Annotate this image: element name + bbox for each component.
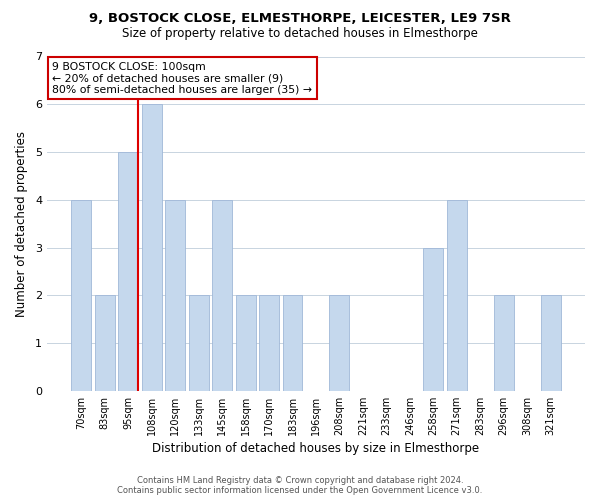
Bar bbox=[142, 104, 162, 391]
Bar bbox=[212, 200, 232, 391]
Bar bbox=[165, 200, 185, 391]
Bar bbox=[259, 296, 279, 391]
Bar bbox=[447, 200, 467, 391]
Text: 9, BOSTOCK CLOSE, ELMESTHORPE, LEICESTER, LE9 7SR: 9, BOSTOCK CLOSE, ELMESTHORPE, LEICESTER… bbox=[89, 12, 511, 26]
Bar bbox=[494, 296, 514, 391]
Bar bbox=[71, 200, 91, 391]
Text: Contains HM Land Registry data © Crown copyright and database right 2024.
Contai: Contains HM Land Registry data © Crown c… bbox=[118, 476, 482, 495]
Bar bbox=[283, 296, 302, 391]
Bar bbox=[95, 296, 115, 391]
Bar bbox=[188, 296, 209, 391]
Text: 9 BOSTOCK CLOSE: 100sqm
← 20% of detached houses are smaller (9)
80% of semi-det: 9 BOSTOCK CLOSE: 100sqm ← 20% of detache… bbox=[52, 62, 313, 94]
Bar bbox=[329, 296, 349, 391]
Text: Size of property relative to detached houses in Elmesthorpe: Size of property relative to detached ho… bbox=[122, 28, 478, 40]
Bar bbox=[118, 152, 138, 391]
Bar bbox=[541, 296, 560, 391]
Bar bbox=[423, 248, 443, 391]
Bar bbox=[236, 296, 256, 391]
X-axis label: Distribution of detached houses by size in Elmesthorpe: Distribution of detached houses by size … bbox=[152, 442, 479, 455]
Y-axis label: Number of detached properties: Number of detached properties bbox=[15, 130, 28, 316]
